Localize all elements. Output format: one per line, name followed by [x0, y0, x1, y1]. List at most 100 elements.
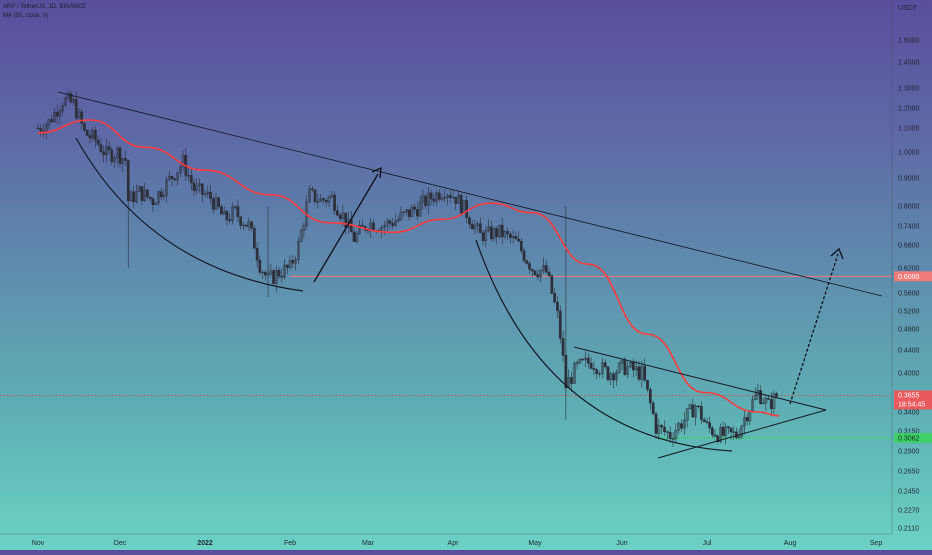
triangle-upper-line[interactable] [573, 346, 827, 411]
triangle-lower-line[interactable] [657, 409, 827, 459]
time-tick-label: Apr [448, 540, 460, 547]
candle-body [220, 206, 223, 215]
arrow-head-icon [371, 166, 382, 179]
candle-body [151, 198, 155, 205]
candle-body [154, 202, 157, 205]
price-tick-label: 0.7400 [898, 224, 920, 231]
candle-body [651, 402, 655, 415]
price-tick-label: 0.6800 [898, 243, 920, 250]
candle-body [711, 427, 714, 436]
time-tick-label: Aug [784, 540, 797, 547]
candle-body [542, 265, 545, 271]
projection-arrow-2[interactable] [789, 253, 839, 405]
candle-body [735, 431, 738, 438]
candle-body [643, 365, 647, 381]
symbol-label: XRP / TetherUS, 1D, BINANCE [3, 4, 87, 10]
candle-body [396, 219, 400, 222]
price-tick-label: 0.2650 [898, 469, 920, 476]
candle-body [294, 259, 297, 264]
candle-body [724, 426, 728, 436]
candle-body [94, 129, 97, 141]
price-tick-label: 0.3150 [898, 429, 920, 436]
candle-body [615, 372, 618, 381]
candle-body [506, 231, 510, 235]
rounding-bottom-arc-2[interactable] [475, 239, 733, 452]
candle-body [168, 175, 171, 180]
candle-body [525, 260, 529, 264]
candle-body [115, 147, 119, 159]
candle-body [432, 198, 436, 202]
candle-body [705, 421, 709, 423]
candle-body [727, 426, 730, 429]
candle-body [113, 157, 116, 163]
candle-body [528, 263, 531, 270]
candle-body [578, 358, 582, 363]
candle-body [217, 197, 221, 207]
candle-body [682, 419, 686, 429]
candle-body [677, 423, 681, 431]
countdown-tag-label: 18:54:45 [898, 401, 925, 408]
candle-body [489, 226, 493, 240]
candle-body [586, 357, 590, 364]
candle-body [581, 358, 585, 361]
candle-body [767, 398, 770, 400]
candle-body [148, 196, 152, 200]
descending-trendline[interactable] [57, 91, 883, 297]
price-tick-label: 0.9000 [898, 176, 920, 183]
candle-body [388, 220, 392, 224]
candle-body [347, 218, 350, 228]
price-tick-label: 0.4400 [898, 348, 920, 355]
candle-body [702, 419, 706, 422]
candle-body [478, 223, 482, 234]
candle-body [657, 424, 661, 434]
candle-body [737, 435, 741, 438]
time-tick-label: Jul [703, 540, 712, 547]
projection-arrow-1[interactable] [313, 173, 379, 283]
moving-average-line[interactable] [37, 119, 780, 417]
arrow-head-icon [830, 247, 844, 260]
candle-body [209, 191, 212, 199]
time-tick-label: Sep [870, 540, 883, 547]
candle-body [107, 146, 111, 150]
rounding-bottom-arc-1[interactable] [75, 137, 304, 292]
candle-body [634, 366, 638, 371]
candle-body [572, 363, 576, 384]
candle-body [589, 362, 593, 369]
candle-body [102, 151, 105, 156]
price-tick-label: 0.2450 [898, 489, 920, 496]
candle-body [522, 250, 526, 262]
candle-body [536, 274, 540, 278]
price-tick-label: 1.4500 [898, 60, 920, 67]
candle-body [341, 212, 345, 219]
candle-body [173, 178, 177, 181]
candle-body [470, 223, 474, 230]
candle-body [288, 260, 292, 268]
candle-body [124, 158, 127, 161]
candle-body [592, 368, 596, 370]
candle-body [63, 97, 67, 106]
candle-body [165, 179, 168, 196]
candle-body [99, 144, 103, 152]
candle-body [77, 111, 81, 119]
candle-body [556, 301, 559, 312]
candle-body [699, 406, 703, 420]
candle-body [121, 158, 125, 164]
price-tick-label: 0.3400 [898, 410, 920, 417]
candle-body [685, 408, 689, 421]
candle-body [407, 209, 411, 217]
candle-body [674, 430, 678, 440]
candle-body [285, 264, 289, 268]
candle-body [688, 404, 692, 409]
candle-body [324, 200, 328, 203]
time-tick-label: Feb [284, 540, 296, 547]
candle-body [299, 230, 303, 242]
time-tick-label: Mar [362, 540, 375, 547]
candle-body [61, 105, 64, 112]
candle-body [297, 241, 300, 260]
candle-body [503, 231, 507, 238]
candle-body [225, 210, 229, 220]
price-tick-label: 0.6200 [898, 266, 920, 273]
candle-body [85, 129, 89, 136]
